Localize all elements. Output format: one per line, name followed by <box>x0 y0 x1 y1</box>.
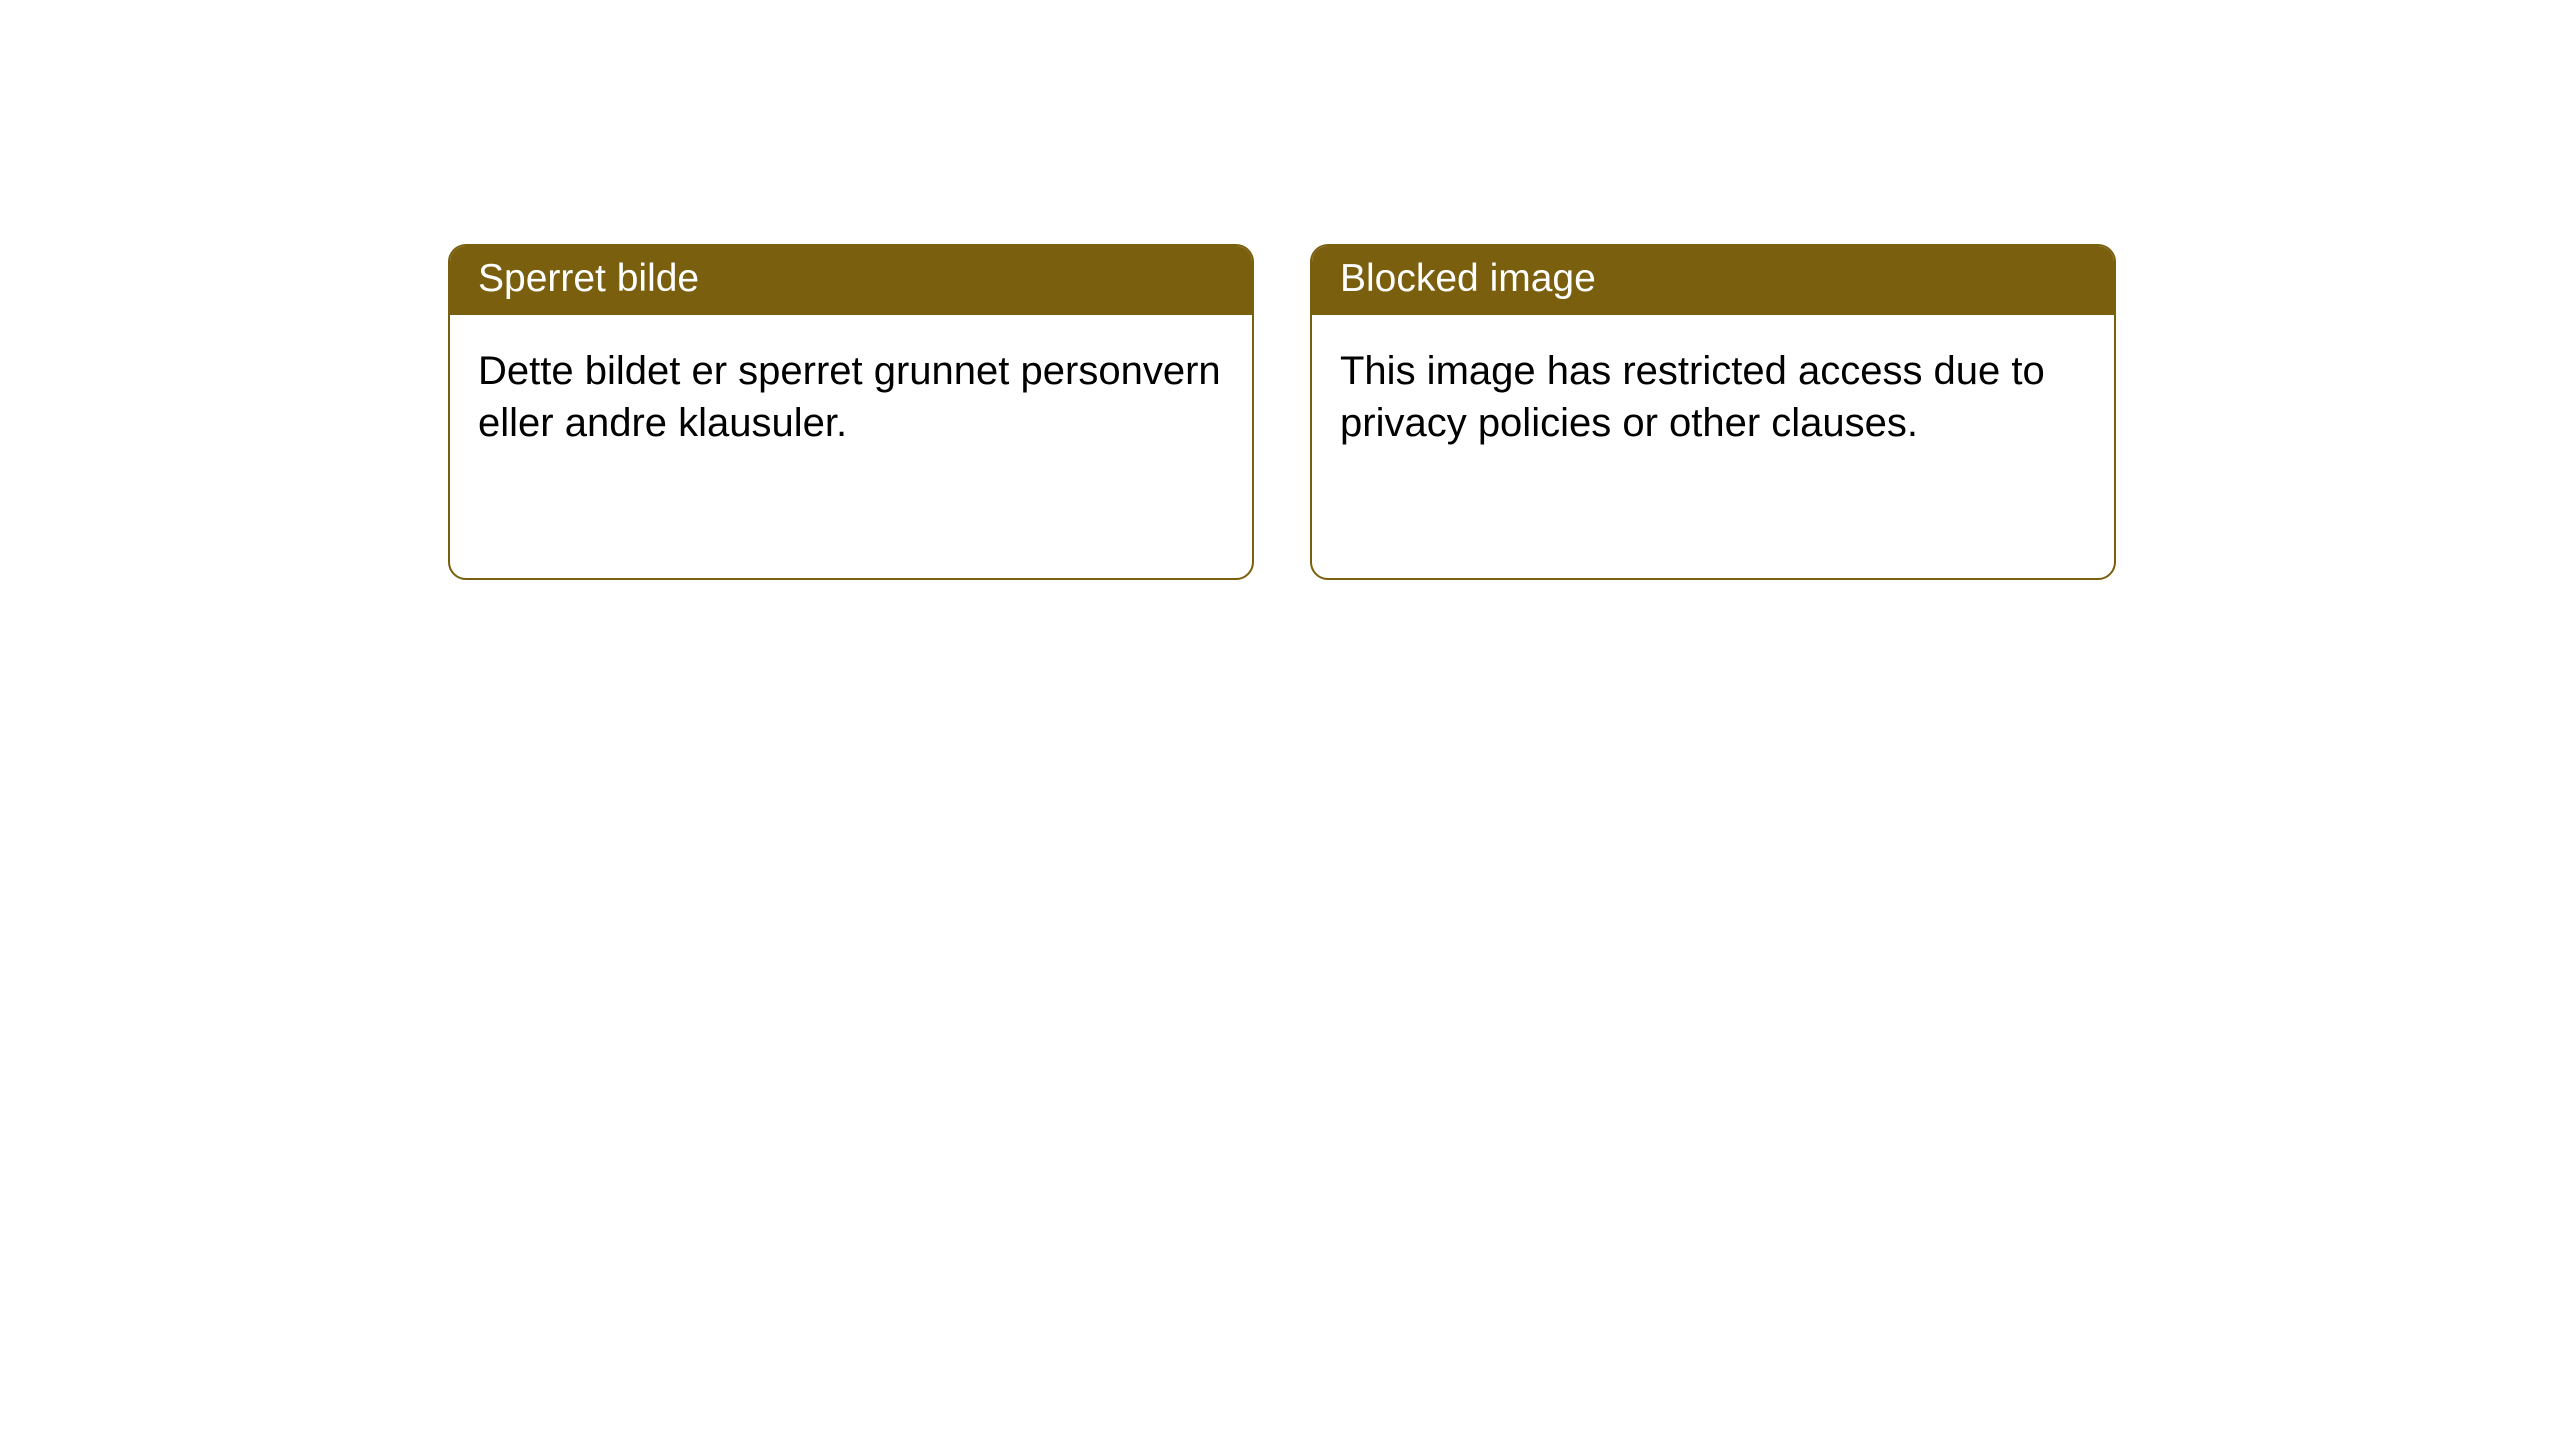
notice-body: This image has restricted access due to … <box>1312 315 2114 479</box>
notice-title: Blocked image <box>1312 246 2114 315</box>
notice-card-norwegian: Sperret bilde Dette bildet er sperret gr… <box>448 244 1254 580</box>
notice-body: Dette bildet er sperret grunnet personve… <box>450 315 1252 479</box>
notice-container: Sperret bilde Dette bildet er sperret gr… <box>0 0 2560 580</box>
notice-title: Sperret bilde <box>450 246 1252 315</box>
notice-card-english: Blocked image This image has restricted … <box>1310 244 2116 580</box>
